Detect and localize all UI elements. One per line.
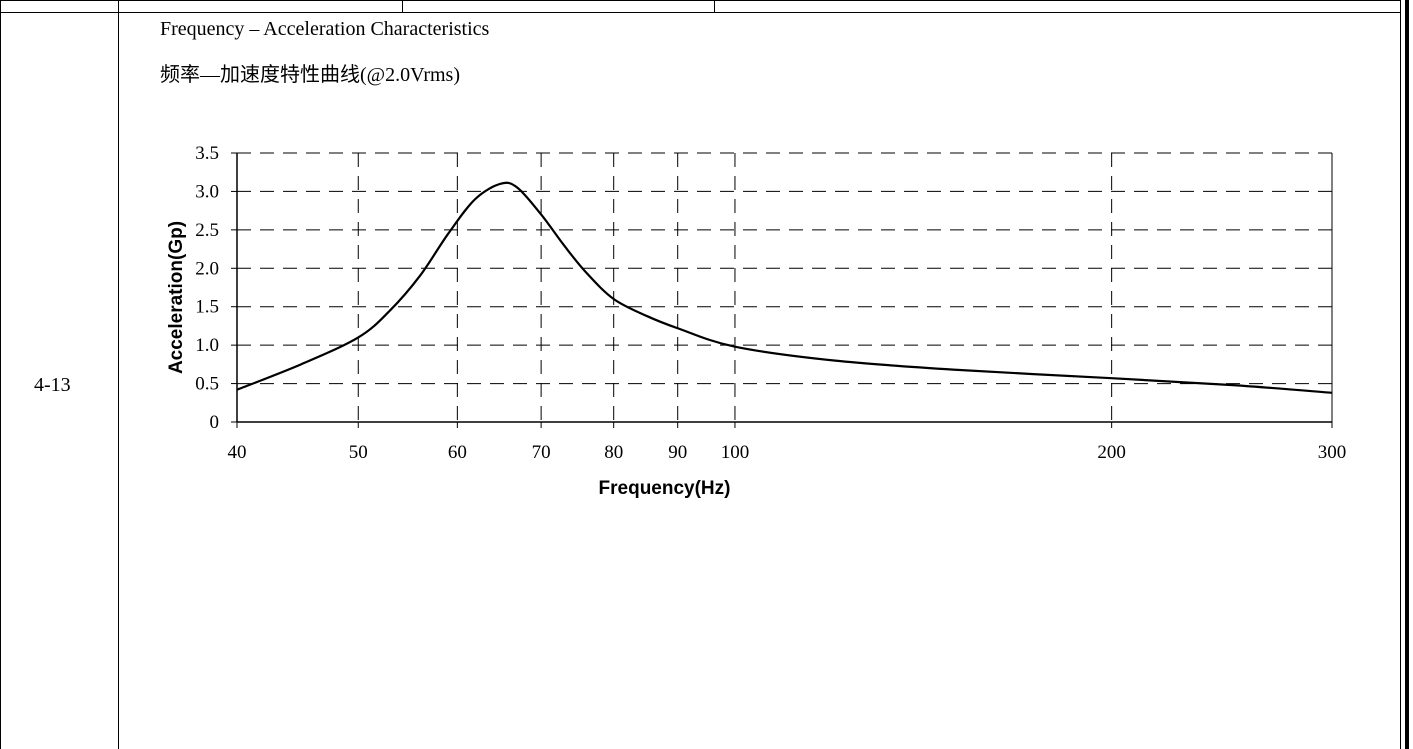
right-border: [1400, 0, 1401, 749]
x-tick-label: 300: [1318, 442, 1347, 463]
column-divider: [118, 0, 119, 749]
series-layer: [236, 181, 1333, 394]
axis-layer: [231, 152, 1333, 428]
y-tick-label: 0: [210, 412, 220, 433]
tick-label-layer: 0 0.5 1.0 1.5 2.0 2.5 3.0 3.5 40 50 60 70 80 90 100 200…: [195, 143, 1346, 463]
chart-title-english: Frequency – Acceleration Characteristics: [160, 18, 490, 40]
y-tick-label: 2.0: [195, 258, 219, 279]
x-tick-label: 70: [532, 442, 551, 463]
grid-layer: [237, 152, 1333, 422]
header-stub-1: [402, 0, 403, 12]
y-tick-label: 3.0: [195, 181, 219, 202]
x-tick-label: 40: [228, 442, 247, 463]
y-axis-title: Acceleration(Gp): [166, 221, 187, 374]
y-tick-label: 3.5: [195, 143, 219, 164]
x-tick-label: 60: [448, 442, 467, 463]
header-rule: [0, 12, 1400, 13]
x-axis-title: Frequency(Hz): [599, 478, 731, 499]
acceleration-curve: [236, 181, 1333, 394]
header-stub-2: [714, 0, 715, 12]
x-tick-label: 100: [721, 442, 750, 463]
y-tick-label: 1.5: [195, 297, 219, 318]
x-tick-label: 80: [604, 442, 623, 463]
y-tick-label: 2.5: [195, 220, 219, 241]
right-border-shadow: [1405, 0, 1409, 749]
chart-title-chinese: 频率—加速度特性曲线(@2.0Vrms): [160, 64, 460, 86]
left-border: [0, 0, 1, 749]
top-border: [0, 0, 1400, 1]
y-tick-label: 0.5: [195, 374, 219, 395]
x-tick-label: 50: [349, 442, 368, 463]
row-number: 4-13: [34, 374, 71, 396]
x-tick-label: 200: [1097, 442, 1126, 463]
y-tick-label: 1.0: [195, 335, 219, 356]
x-tick-label: 90: [668, 442, 687, 463]
